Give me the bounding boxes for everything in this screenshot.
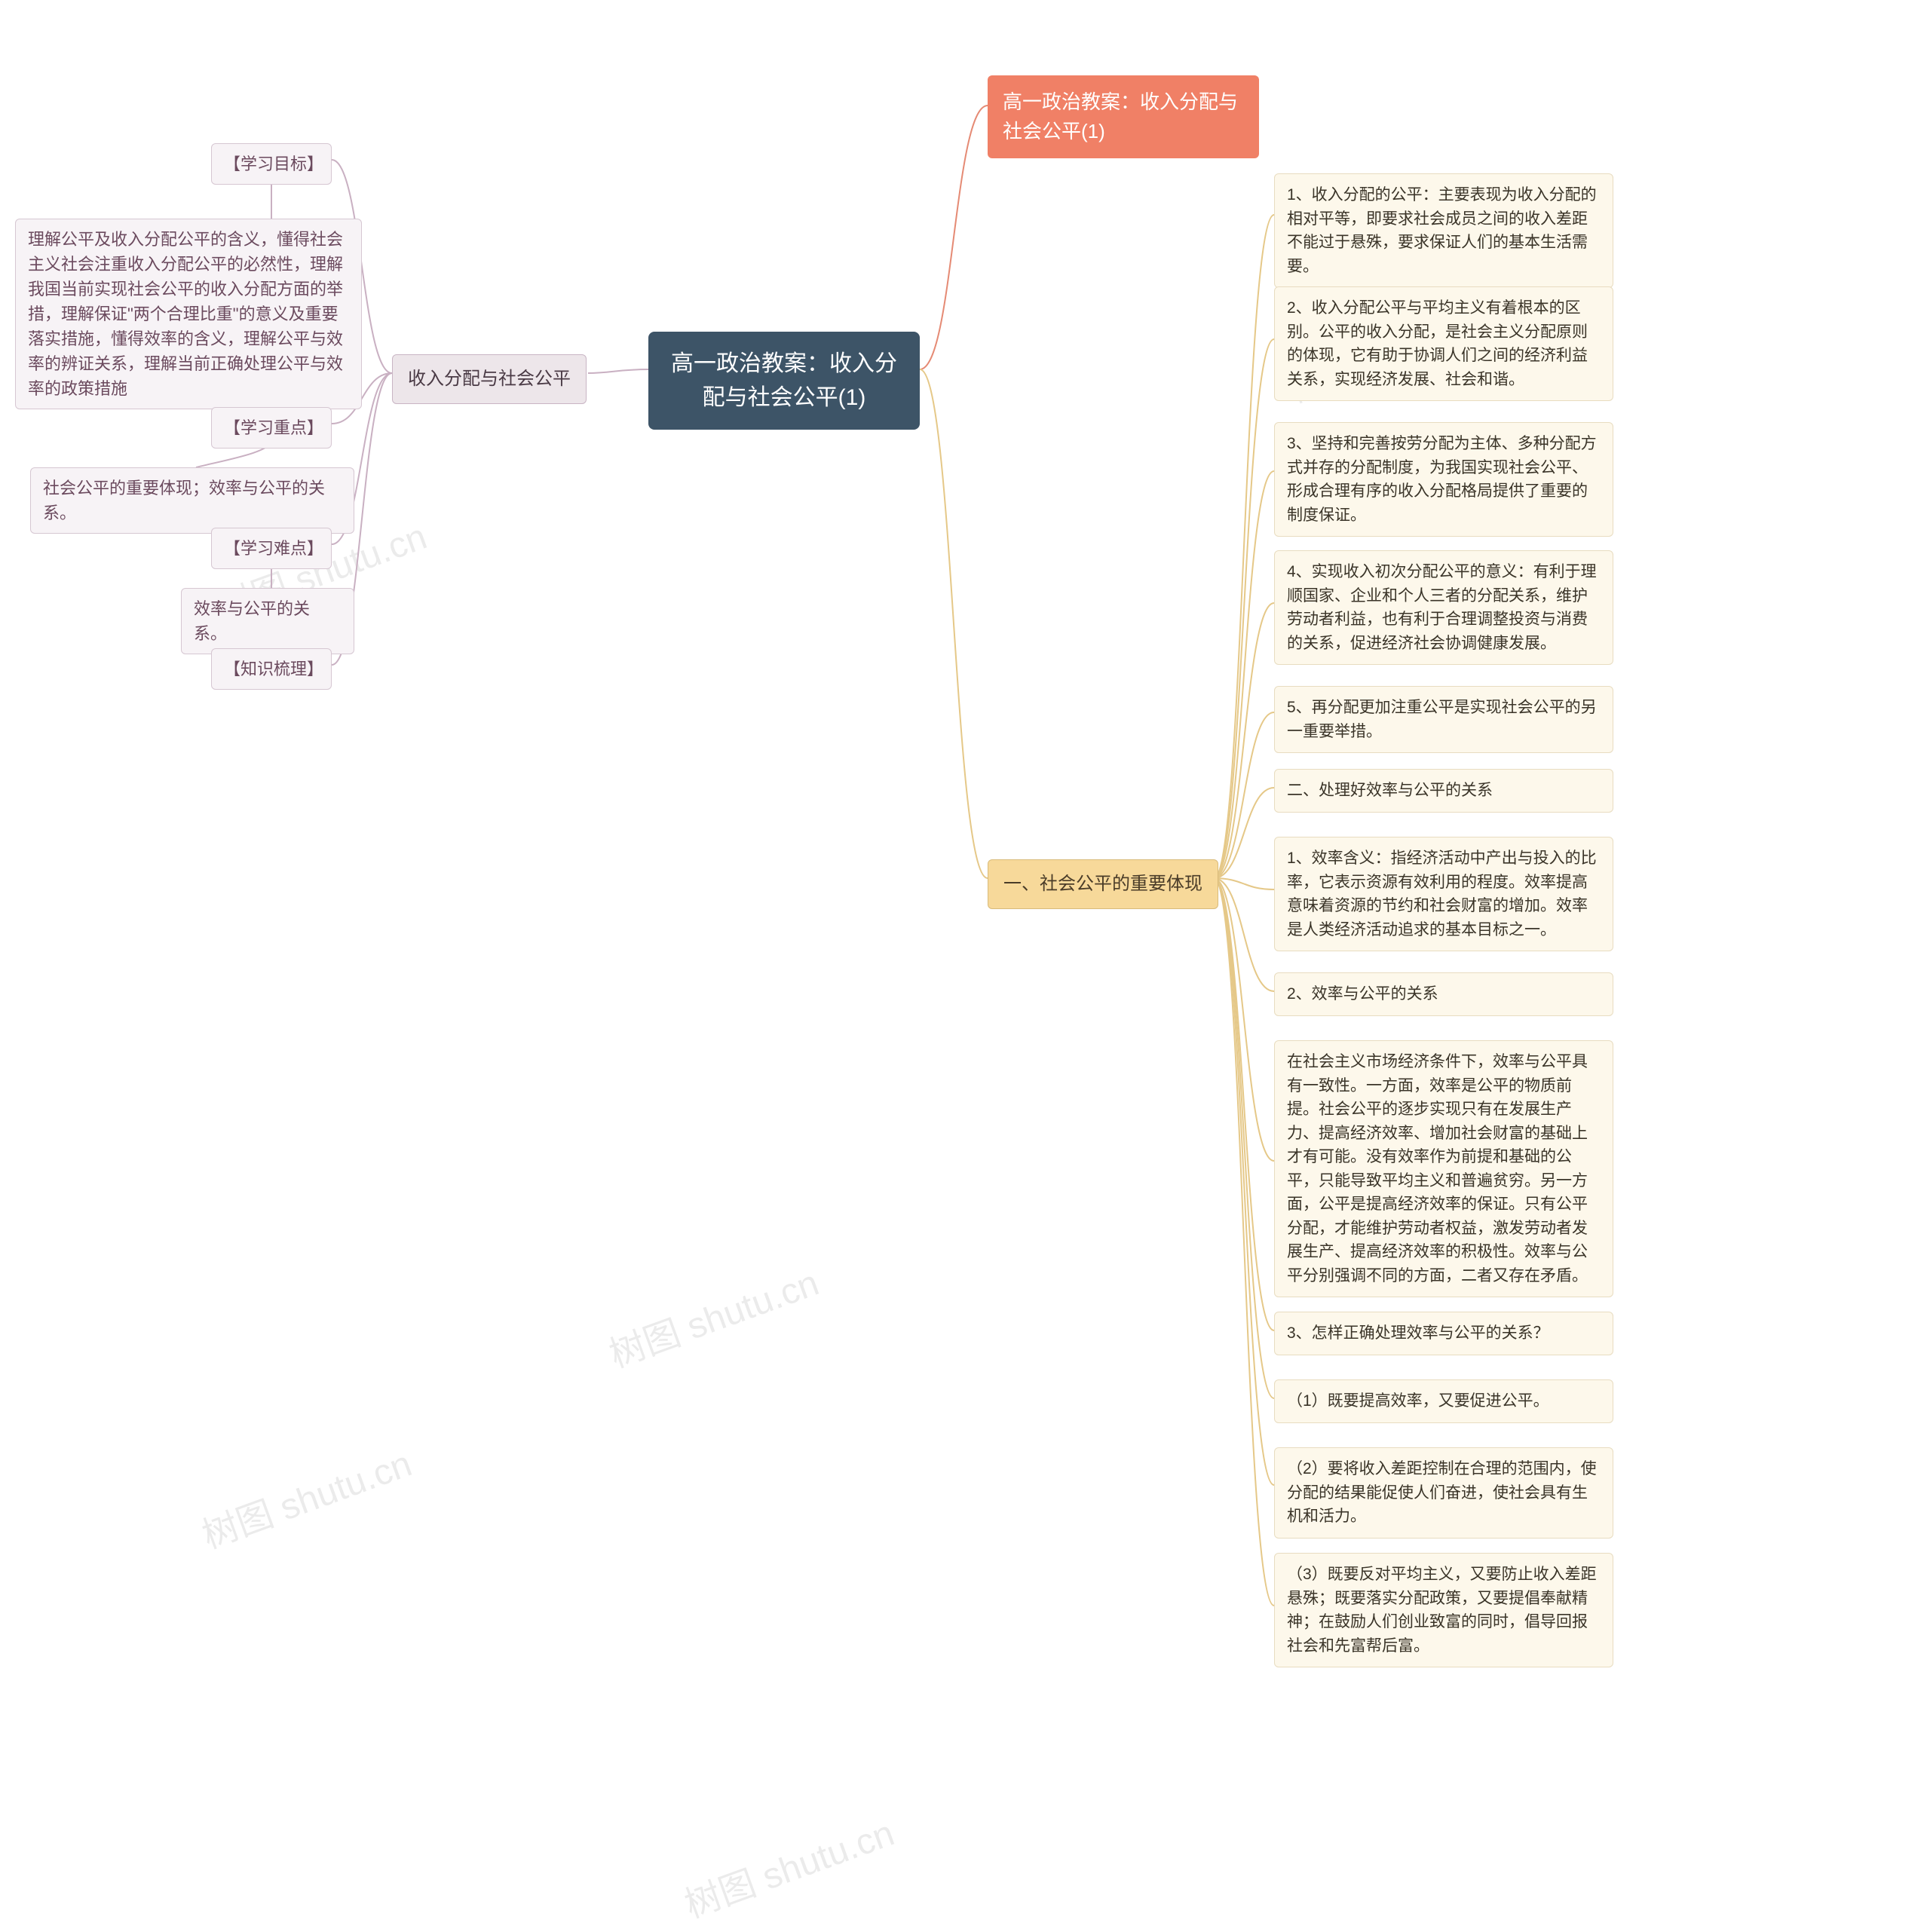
leaf-6[interactable]: 二、处理好效率与公平的关系 bbox=[1274, 769, 1613, 813]
leaf-5[interactable]: 5、再分配更加注重公平是实现社会公平的另一重要举措。 bbox=[1274, 686, 1613, 753]
left-difficulty-detail-node[interactable]: 效率与公平的关系。 bbox=[181, 588, 354, 654]
leaf-9[interactable]: 在社会主义市场经济条件下，效率与公平具有一致性。一方面，效率是公平的物质前提。社… bbox=[1274, 1040, 1613, 1297]
left-goal-detail-node[interactable]: 理解公平及收入分配公平的含义，懂得社会主义社会注重收入分配公平的必然性，理解我国… bbox=[15, 219, 362, 409]
leaf-4[interactable]: 4、实现收入初次分配公平的意义：有利于理顺国家、企业和个人三者的分配关系，维护劳… bbox=[1274, 550, 1613, 665]
watermark: 树图 shutu.cn bbox=[676, 1803, 900, 1927]
leaf-1[interactable]: 1、收入分配的公平：主要表现为收入分配的相对平等，即要求社会成员之间的收入差距不… bbox=[1274, 173, 1613, 288]
left-focus-node[interactable]: 【学习重点】 bbox=[211, 407, 332, 449]
left-main-node[interactable]: 收入分配与社会公平 bbox=[392, 354, 587, 404]
leaf-7[interactable]: 1、效率含义：指经济活动中产出与投入的比率，它表示资源有效利用的程度。效率提高意… bbox=[1274, 837, 1613, 951]
left-knowledge-node[interactable]: 【知识梳理】 bbox=[211, 648, 332, 690]
orange-title-node[interactable]: 高一政治教案：收入分配与社会公平(1) bbox=[988, 75, 1259, 158]
root-node[interactable]: 高一政治教案：收入分配与社会公平(1) bbox=[648, 332, 920, 430]
watermark: 树图 shutu.cn bbox=[601, 1253, 825, 1377]
leaf-11[interactable]: （1）既要提高效率，又要促进公平。 bbox=[1274, 1379, 1613, 1423]
leaf-3[interactable]: 3、坚持和完善按劳分配为主体、多种分配方式并存的分配制度，为我国实现社会公平、形… bbox=[1274, 422, 1613, 537]
left-goal-node[interactable]: 【学习目标】 bbox=[211, 143, 332, 185]
leaf-10[interactable]: 3、怎样正确处理效率与公平的关系？ bbox=[1274, 1312, 1613, 1355]
left-focus-detail-node[interactable]: 社会公平的重要体现；效率与公平的关系。 bbox=[30, 467, 354, 534]
leaf-12[interactable]: （2）要将收入差距控制在合理的范围内，使分配的结果能促使人们奋进，使社会具有生机… bbox=[1274, 1447, 1613, 1539]
yellow-main-node[interactable]: 一、社会公平的重要体现 bbox=[988, 859, 1218, 909]
left-difficulty-node[interactable]: 【学习难点】 bbox=[211, 528, 332, 569]
watermark: 树图 shutu.cn bbox=[194, 1434, 418, 1558]
leaf-13[interactable]: （3）既要反对平均主义，又要防止收入差距悬殊；既要落实分配政策，又要提倡奉献精神… bbox=[1274, 1553, 1613, 1667]
leaf-2[interactable]: 2、收入分配公平与平均主义有着根本的区别。公平的收入分配，是社会主义分配原则的体… bbox=[1274, 286, 1613, 401]
leaf-8[interactable]: 2、效率与公平的关系 bbox=[1274, 972, 1613, 1016]
